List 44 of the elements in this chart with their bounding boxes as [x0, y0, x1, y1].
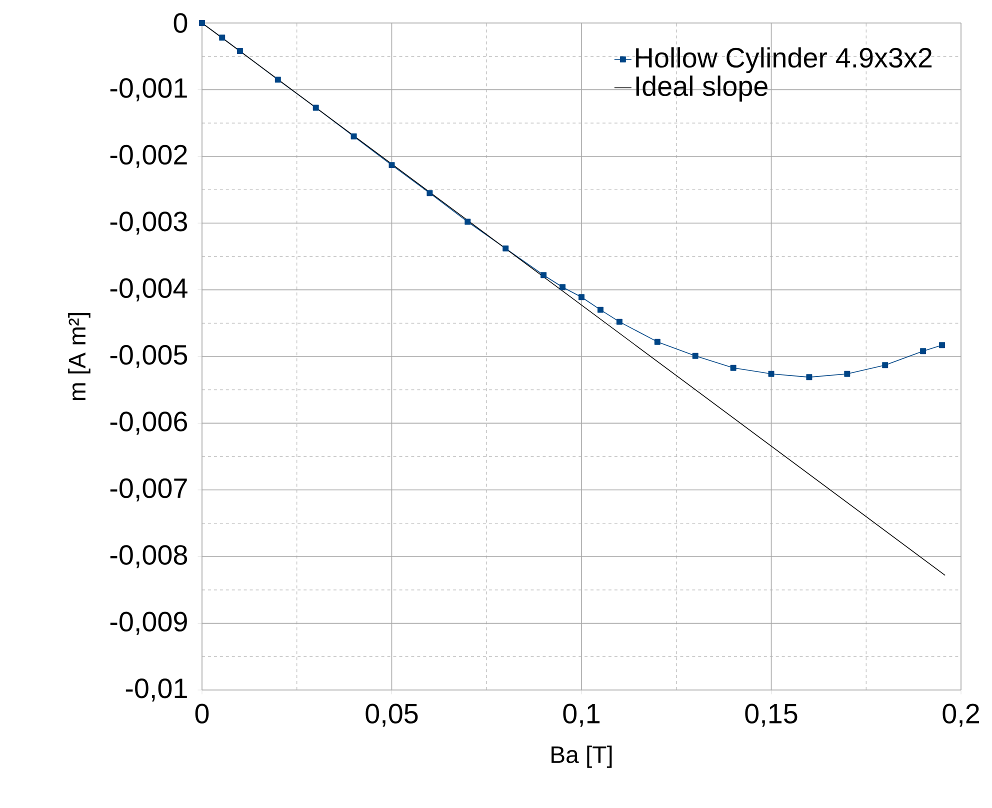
legend-label: Ideal slope	[636, 76, 768, 102]
y-tick-label: -0,002	[110, 144, 187, 168]
point	[388, 162, 395, 168]
point	[312, 104, 319, 111]
x-axis-title: Ba [T]	[552, 746, 612, 768]
point	[692, 352, 698, 359]
x-tick-label: 0	[195, 704, 209, 724]
point	[939, 342, 946, 348]
point	[274, 76, 281, 83]
point	[920, 348, 926, 354]
y-tick-label: -0,003	[110, 212, 188, 235]
y-tick-label: -0,009	[110, 612, 187, 635]
point	[464, 218, 471, 225]
x-tick-label: 0,1	[563, 704, 600, 727]
point	[806, 374, 812, 380]
point	[502, 245, 509, 252]
y-tick-label: -0,01	[126, 678, 187, 702]
point	[730, 364, 736, 371]
point	[882, 362, 888, 368]
point	[219, 34, 226, 41]
x-tick-label: 0,05	[366, 704, 418, 727]
x-tick-label: 0,15	[745, 704, 798, 727]
y-tick-label: -0,004	[110, 278, 188, 302]
point	[578, 294, 584, 300]
point	[768, 370, 774, 377]
point	[236, 48, 243, 54]
y-axis-title: m [A m²]	[68, 313, 90, 400]
point	[597, 306, 604, 313]
point	[560, 284, 566, 290]
y-tick-label: -0,005	[110, 344, 188, 368]
point	[654, 338, 660, 345]
y-tick-label: -0,007	[110, 478, 187, 502]
y-tick-label: -0,001	[110, 78, 187, 102]
legend-label: Hollow Cylinder 4.9x3x2	[636, 47, 932, 74]
point	[540, 272, 547, 278]
point	[350, 133, 357, 140]
y-tick-label: -0,008	[110, 545, 188, 568]
point	[426, 190, 433, 196]
y-tick-label: 0	[174, 13, 188, 33]
x-tick-label: 0,2	[942, 704, 979, 727]
point	[199, 20, 205, 26]
y-tick-label: -0,006	[110, 412, 188, 435]
point	[616, 318, 622, 325]
point	[844, 370, 850, 377]
